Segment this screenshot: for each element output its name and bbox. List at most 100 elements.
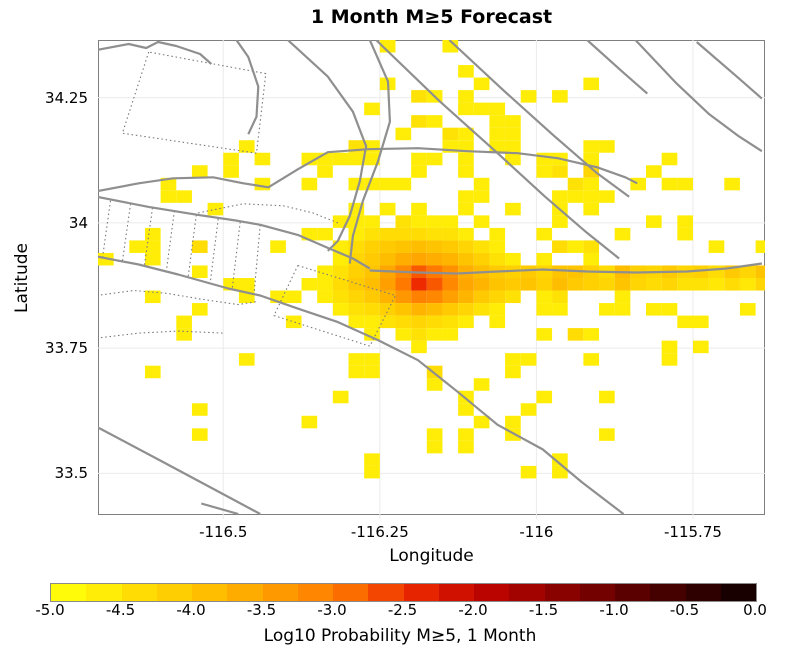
colorbar-tick-label: 0.0 bbox=[743, 601, 767, 619]
fault-line-dotted bbox=[209, 218, 219, 284]
heat-cell bbox=[364, 252, 380, 266]
fault-line-solid bbox=[287, 40, 368, 252]
heat-cell bbox=[426, 428, 443, 441]
heat-cell bbox=[505, 202, 521, 216]
heat-cell bbox=[677, 315, 693, 329]
heat-cell bbox=[739, 303, 756, 316]
fault-line-solid bbox=[369, 262, 763, 275]
colorbar-tick-label: -1.0 bbox=[599, 601, 629, 619]
heat-cell bbox=[395, 127, 412, 141]
heat-cell bbox=[739, 265, 756, 278]
heat-cell bbox=[301, 152, 318, 166]
heat-cell bbox=[395, 177, 412, 191]
colorbar-segment bbox=[333, 584, 369, 601]
y-tick-label: 34 bbox=[68, 213, 88, 232]
colorbar-tick-label: -0.5 bbox=[669, 601, 700, 619]
heat-cell bbox=[646, 215, 662, 228]
fault-line-solid bbox=[200, 502, 239, 515]
heat-cell bbox=[458, 390, 474, 404]
heat-cell bbox=[458, 227, 474, 241]
colorbar-segment bbox=[51, 584, 87, 601]
heat-cell bbox=[473, 77, 490, 91]
heat-cell bbox=[254, 177, 271, 191]
heat-cell bbox=[411, 340, 427, 354]
heat-cell bbox=[661, 340, 678, 354]
heat-cell bbox=[630, 177, 647, 191]
heat-cell bbox=[301, 415, 318, 429]
heat-cell bbox=[458, 303, 474, 316]
fault-line-solid bbox=[235, 40, 260, 135]
heat-cell bbox=[364, 102, 380, 116]
heat-cell bbox=[552, 90, 568, 103]
heat-cell bbox=[583, 140, 600, 153]
heat-cell bbox=[552, 290, 568, 304]
heat-cell bbox=[567, 190, 584, 203]
heat-cell bbox=[395, 328, 412, 341]
fault-line-dotted bbox=[253, 224, 261, 296]
heat-cell bbox=[505, 127, 521, 141]
colorbar-segment bbox=[192, 584, 228, 601]
heat-cell bbox=[536, 328, 553, 341]
heat-cell bbox=[708, 265, 725, 278]
heat-cell bbox=[426, 303, 443, 316]
heat-cell bbox=[692, 340, 709, 354]
heat-cell bbox=[458, 265, 474, 278]
heat-cell bbox=[426, 252, 443, 266]
heat-cell bbox=[144, 227, 161, 241]
heat-cell bbox=[332, 152, 349, 166]
heat-cell bbox=[160, 190, 177, 203]
colorbar-segment bbox=[86, 584, 122, 601]
heat-cell bbox=[144, 252, 161, 266]
heat-cell bbox=[176, 315, 192, 329]
x-tick-label: -116 bbox=[519, 523, 554, 541]
colorbar-segment bbox=[262, 584, 298, 601]
heat-cell bbox=[473, 190, 490, 203]
heat-cell bbox=[442, 278, 459, 291]
colorbar-tick-label: -4.0 bbox=[176, 601, 206, 619]
heat-cell bbox=[191, 240, 208, 253]
heat-cell bbox=[724, 278, 740, 291]
heat-cell bbox=[348, 177, 365, 191]
heat-cell bbox=[599, 390, 615, 404]
heat-cell bbox=[599, 140, 615, 153]
heat-cell bbox=[646, 165, 662, 178]
fault-line-dotted bbox=[165, 210, 175, 272]
heat-cell bbox=[442, 215, 459, 228]
heat-cell bbox=[536, 152, 553, 166]
heat-cell bbox=[661, 303, 678, 316]
heat-cell bbox=[270, 240, 286, 253]
y-tick-label: 33.5 bbox=[54, 464, 88, 483]
heat-cell bbox=[191, 428, 208, 441]
heat-cell bbox=[489, 127, 506, 141]
heat-cell bbox=[614, 227, 631, 241]
heat-cell bbox=[614, 290, 631, 304]
heat-cell bbox=[395, 303, 412, 316]
heat-cell bbox=[348, 315, 365, 329]
heat-cell bbox=[442, 303, 459, 316]
fault-line-dotted bbox=[98, 330, 224, 339]
heat-cell bbox=[411, 165, 427, 178]
fault-line-dotted bbox=[187, 214, 197, 277]
heat-cell bbox=[411, 290, 427, 304]
heat-cell bbox=[599, 303, 615, 316]
colorbar-tick-label: -1.5 bbox=[528, 601, 559, 619]
heat-cell bbox=[395, 315, 412, 329]
heat-cell bbox=[552, 265, 568, 278]
heat-cell bbox=[238, 140, 255, 153]
heat-cell bbox=[520, 465, 537, 479]
heat-cell bbox=[661, 278, 678, 291]
heat-cell bbox=[583, 278, 600, 291]
heat-cell bbox=[708, 240, 725, 253]
heat-cell bbox=[614, 278, 631, 291]
fault-line-solid bbox=[348, 40, 391, 264]
x-axis-label: Longitude bbox=[389, 546, 474, 566]
heat-cell bbox=[411, 152, 427, 166]
heat-cell bbox=[317, 265, 333, 278]
heat-cell bbox=[144, 240, 161, 253]
heat-cell bbox=[583, 202, 600, 216]
heat-cell bbox=[238, 278, 255, 291]
heat-cell bbox=[536, 290, 553, 304]
heat-cell bbox=[348, 303, 365, 316]
heat-cell bbox=[411, 252, 427, 266]
heat-cell bbox=[755, 278, 765, 291]
